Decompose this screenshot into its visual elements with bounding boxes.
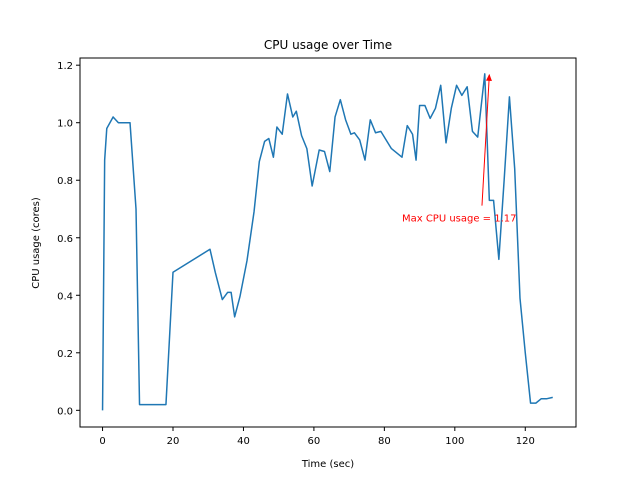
chart-title: CPU usage over Time [264, 38, 392, 52]
y-tick-label: 0.2 [57, 349, 73, 360]
series-line-0 [101, 73, 553, 411]
x-tick-label: 60 [308, 436, 321, 447]
y-tick-label: 0.4 [57, 291, 73, 302]
annotation-label: Max CPU usage = 1.17 [402, 214, 517, 225]
y-tick-label: 1.2 [57, 61, 73, 72]
x-tick-label: 0 [99, 436, 105, 447]
axes-frame [79, 57, 577, 428]
y-tick-label: 1.0 [57, 119, 73, 130]
x-tick-label: 100 [445, 436, 464, 447]
x-axis-label: Time (sec) [301, 459, 354, 470]
y-tick-label: 0.8 [57, 176, 73, 187]
annotation-arrow [481, 74, 490, 206]
annotation-arrowhead [485, 73, 492, 81]
x-tick-label: 80 [378, 436, 391, 447]
x-tick-label: 40 [237, 436, 250, 447]
y-tick-label: 0.6 [57, 234, 73, 245]
x-tick-label: 120 [516, 436, 535, 447]
x-tick-label: 20 [167, 436, 180, 447]
y-axis-label: CPU usage (cores) [31, 197, 42, 289]
y-tick-label: 0.0 [57, 406, 73, 417]
plot-area: Max CPU usage = 1.17 0 20 40 60 80 100 120 0.0 0.… [57, 57, 577, 447]
